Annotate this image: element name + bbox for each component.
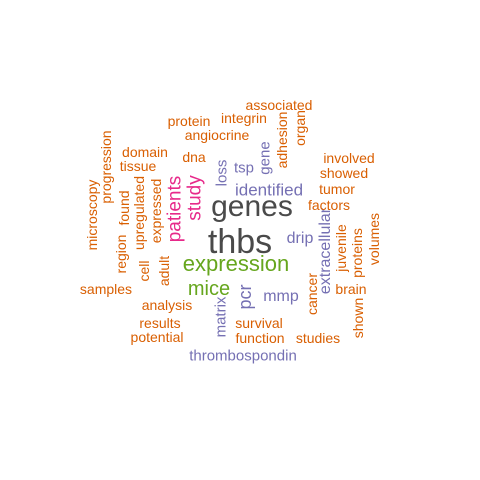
word-adult: adult	[156, 255, 172, 287]
word-thbs: thbs	[207, 223, 273, 261]
word-studies: studies	[295, 330, 341, 346]
word-cell: cell	[136, 260, 152, 282]
word-gene: gene	[256, 141, 274, 175]
word-integrin: integrin	[221, 110, 267, 126]
word-cancer: cancer	[304, 272, 320, 316]
word-proteins: proteins	[349, 228, 365, 278]
word-domain: domain	[122, 144, 168, 160]
word-potential: potential	[130, 329, 184, 345]
word-organ: organ	[292, 110, 308, 146]
word-patients: patients	[164, 175, 186, 243]
word-factors: factors	[307, 197, 351, 213]
word-analysis: analysis	[141, 297, 193, 313]
word-found: found	[116, 190, 132, 226]
word-adhesion: adhesion	[274, 111, 290, 169]
word-identified: identified	[234, 180, 304, 200]
word-tumor: tumor	[319, 181, 355, 197]
word-showed: showed	[319, 165, 369, 181]
word-shown: shown	[350, 297, 366, 339]
word-tissue: tissue	[119, 158, 157, 174]
word-involved: involved	[323, 150, 375, 166]
word-mmp: mmp	[263, 288, 299, 305]
word-angiocrine: angiocrine	[184, 127, 250, 143]
word-dna: dna	[182, 149, 206, 165]
word-expressed: expressed	[148, 178, 164, 244]
word-progression: progression	[98, 130, 114, 204]
word-extracellular: extracellular	[317, 207, 334, 295]
word-brain: brain	[335, 281, 367, 297]
word-drip: drip	[286, 230, 314, 247]
word-associated: associated	[245, 97, 313, 113]
word-region: region	[113, 234, 129, 274]
word-genes: genes	[211, 190, 293, 223]
word-tsp: tsp	[233, 159, 255, 177]
word-matrix: matrix	[212, 296, 230, 338]
word-survival: survival	[235, 315, 283, 331]
word-pcr: pcr	[235, 284, 255, 310]
word-results: results	[139, 315, 181, 331]
word-protein: protein	[167, 113, 211, 129]
word-mice: mice	[187, 278, 231, 300]
word-function: function	[235, 330, 285, 346]
word-samples: samples	[79, 281, 133, 297]
word-microscopy: microscopy	[84, 179, 100, 251]
word-thrombospondin: thrombospondin	[189, 347, 297, 365]
word-upregulated: upregulated	[131, 176, 147, 250]
word-volumes: volumes	[366, 212, 382, 266]
word-expression: expression	[182, 251, 290, 276]
word-loss: loss	[213, 159, 231, 187]
word-study: study	[184, 175, 206, 221]
word-juvenile: juvenile	[333, 224, 349, 272]
